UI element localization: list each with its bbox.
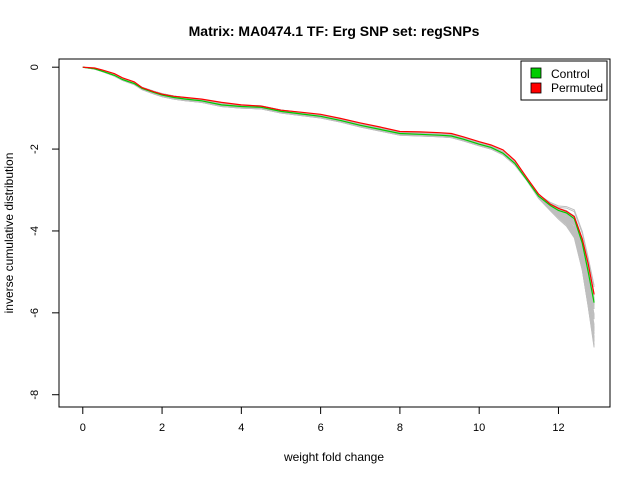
permutation-curve [82, 66, 595, 334]
permutation-curve [82, 66, 595, 329]
permutation-curve [82, 66, 595, 320]
permutation-curve [82, 66, 595, 300]
legend: Control Permuted [520, 60, 608, 101]
x-axis: 0 2 4 6 8 10 12 [80, 406, 565, 434]
permutation-curve [82, 66, 595, 307]
legend-swatch-permuted [530, 82, 542, 94]
permutation-curves [82, 66, 595, 348]
permutation-curve [82, 66, 595, 306]
series-line-permuted [82, 66, 595, 295]
y-tick-label: 0 [29, 64, 41, 70]
permutation-curve [82, 66, 595, 310]
chart-title: Matrix: MA0474.1 TF: Erg SNP set: regSNP… [189, 23, 480, 39]
x-tick-label: 12 [552, 422, 564, 434]
permutation-curve [82, 66, 595, 338]
y-tick-label: -2 [29, 144, 41, 154]
permutation-curve [82, 66, 595, 304]
permutation-curve [82, 66, 595, 294]
permutation-curve [82, 66, 595, 318]
plot-frame [58, 58, 611, 408]
permutation-curve [82, 66, 595, 338]
legend-label-permuted: Permuted [551, 81, 603, 95]
permutation-curve [82, 66, 595, 315]
series-line-control [82, 66, 595, 303]
permutation-curve [82, 66, 595, 338]
y-tick-label: -6 [29, 308, 41, 318]
permutation-curve [82, 66, 595, 309]
permutation-curve [82, 66, 595, 301]
permutation-curve [82, 66, 595, 341]
x-axis-label: weight fold change [283, 450, 384, 464]
permutation-curve [82, 66, 595, 317]
permutation-curve [82, 66, 595, 341]
permutation-curve [82, 66, 595, 288]
x-tick-label: 8 [397, 422, 403, 434]
permutation-curve [82, 66, 595, 301]
permutation-curve [82, 66, 595, 296]
permutation-curve [82, 66, 595, 342]
permutation-curve [82, 66, 595, 331]
x-tick-label: 2 [159, 422, 165, 434]
permutation-curve [82, 66, 595, 345]
legend-label-control: Control [551, 67, 590, 81]
permutation-curve [82, 66, 595, 295]
y-tick-label: -4 [29, 226, 41, 236]
permutation-curve [82, 66, 595, 328]
permutation-curve [82, 66, 595, 328]
permutation-curve [82, 66, 595, 318]
x-tick-label: 6 [318, 422, 324, 434]
permutation-curve [82, 66, 595, 299]
x-tick-label: 4 [238, 422, 244, 434]
x-tick-label: 0 [80, 422, 86, 434]
permutation-curve [82, 66, 595, 348]
y-axis: 0 -2 -4 -6 -8 [29, 64, 60, 400]
permutation-curve [82, 66, 595, 325]
permutation-curve [82, 66, 595, 316]
permutation-curve [82, 66, 595, 320]
legend-box [520, 60, 608, 101]
permutation-curve [82, 66, 595, 331]
permutation-curve [82, 66, 595, 342]
permutation-curve [82, 66, 595, 333]
permutation-curve [82, 66, 595, 346]
legend-swatch-control [530, 67, 542, 79]
permutation-curve [82, 66, 595, 302]
x-tick-label: 10 [473, 422, 485, 434]
permutation-curve [82, 66, 595, 299]
permutation-curve [82, 66, 595, 300]
permutation-curve [82, 66, 595, 286]
permutation-curve [82, 66, 595, 346]
y-tick-label: -8 [29, 390, 41, 400]
permutation-curve [82, 66, 595, 306]
series-lines [82, 66, 595, 303]
permutation-curve [82, 66, 595, 306]
y-axis-label: inverse cumulative distribution [2, 153, 16, 314]
